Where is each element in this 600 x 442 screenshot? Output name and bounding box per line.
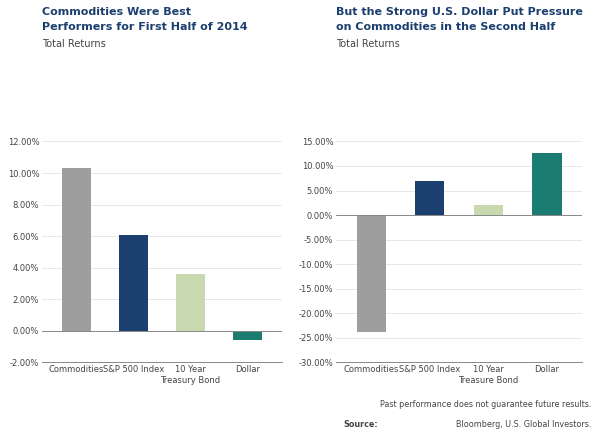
Text: Commodities Were Best: Commodities Were Best xyxy=(42,7,191,17)
Text: Past performance does not guarantee future results.: Past performance does not guarantee futu… xyxy=(380,400,591,409)
Text: Total Returns: Total Returns xyxy=(336,39,400,49)
Text: But the Strong U.S. Dollar Put Pressure: But the Strong U.S. Dollar Put Pressure xyxy=(336,7,583,17)
Text: Bloomberg, U.S. Global Investors.: Bloomberg, U.S. Global Investors. xyxy=(455,420,591,429)
Bar xyxy=(473,205,503,215)
Text: Total Returns: Total Returns xyxy=(42,39,106,49)
Bar xyxy=(233,331,262,339)
Bar xyxy=(119,235,148,331)
Bar xyxy=(176,274,205,331)
Bar xyxy=(415,181,445,215)
Bar xyxy=(532,153,562,215)
Text: Performers for First Half of 2014: Performers for First Half of 2014 xyxy=(42,22,248,32)
Bar xyxy=(62,168,91,331)
Bar xyxy=(356,215,386,332)
Text: on Commodities in the Second Half: on Commodities in the Second Half xyxy=(336,22,555,32)
Text: Source:: Source: xyxy=(343,420,378,429)
